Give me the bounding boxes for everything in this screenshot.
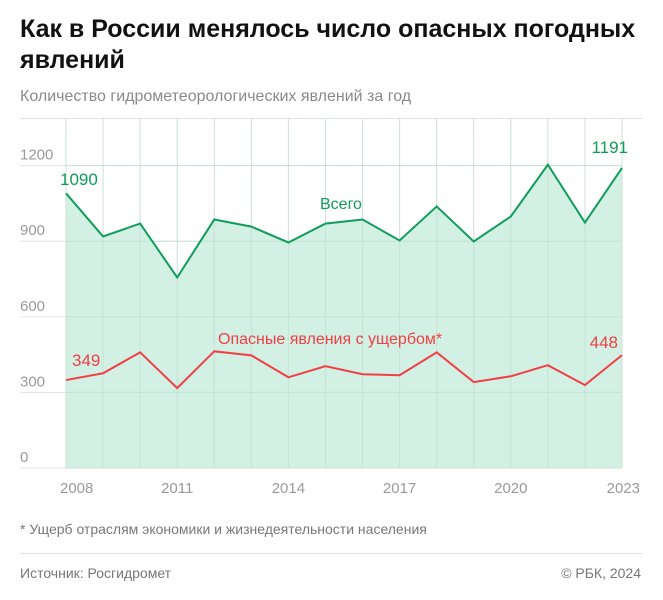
x-tick-label: 2017 [383, 480, 416, 497]
x-tick-label: 2008 [60, 480, 93, 497]
y-tick-label: 600 [20, 298, 45, 315]
data-label: 1090 [60, 170, 98, 189]
data-label: 448 [590, 333, 618, 352]
data-label: 349 [72, 351, 100, 370]
x-tick-label: 2023 [607, 480, 640, 497]
series-label: Всего [320, 196, 362, 213]
divider [20, 118, 643, 119]
data-label: 1191 [591, 138, 628, 157]
marks [65, 119, 623, 469]
y-tick-label: 300 [20, 373, 45, 390]
series-label: Опасные явления с ущербом* [218, 331, 442, 348]
source: Источник: Росгидромет [20, 565, 172, 581]
chart-title: Как в России менялось число опасных пого… [20, 15, 636, 74]
line-total [65, 162, 623, 280]
copyright: © РБК, 2024 [561, 565, 641, 581]
line-damage [65, 350, 623, 390]
footnote: * Ущерб отраслям экономики и жизнедеятел… [20, 521, 427, 537]
labels: 0 300 600 900 1200 2008 2011 2014 2017 2020 2023 10… [20, 138, 640, 497]
x-tick-label: 2020 [494, 480, 527, 497]
chart-subtitle: Количество гидрометеорологических явлени… [20, 88, 412, 105]
x-tick-label: 2011 [161, 480, 193, 497]
y-tick-label: 0 [20, 449, 28, 466]
x-tick-label: 2014 [272, 480, 305, 497]
y-tick-label: 900 [20, 222, 45, 239]
y-tick-label: 1200 [20, 147, 53, 164]
divider [20, 553, 643, 554]
